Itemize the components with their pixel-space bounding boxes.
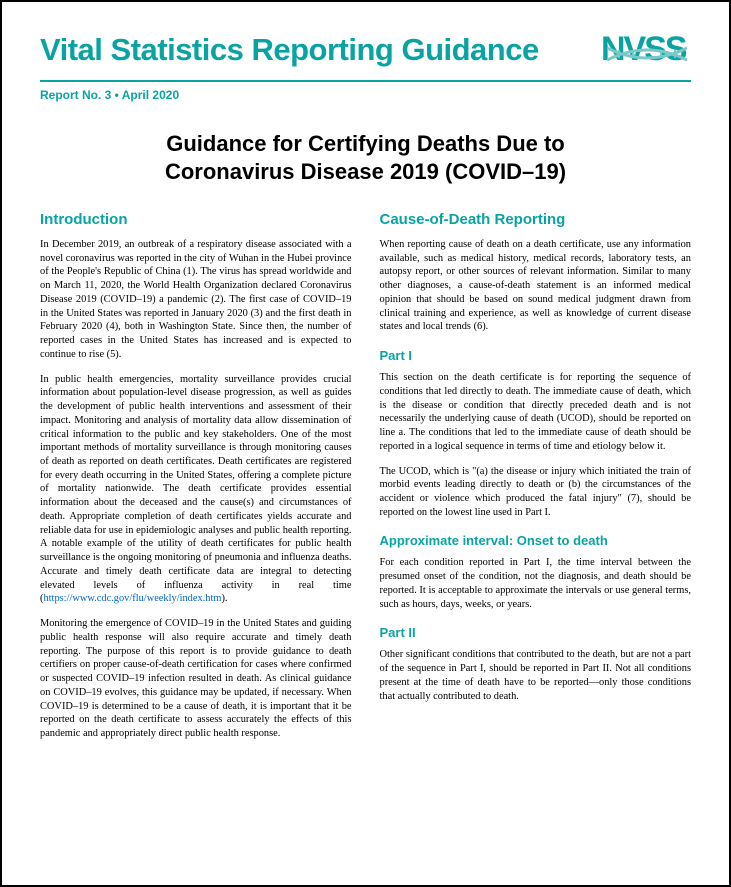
header-bar: Vital Statistics Reporting Guidance NVSS (40, 32, 691, 82)
intro-paragraph-3: Monitoring the emergence of COVID–19 in … (40, 617, 352, 741)
intro-paragraph-1: In December 2019, an outbreak of a respi… (40, 238, 352, 362)
document-title: Guidance for Certifying Deaths Due to Co… (40, 130, 691, 185)
intro-p2-text-a: In public health emergencies, mortality … (40, 374, 352, 605)
intro-paragraph-2: In public health emergencies, mortality … (40, 373, 352, 606)
part2-paragraph-1: Other significant conditions that contri… (380, 648, 692, 703)
cause-of-death-heading: Cause-of-Death Reporting (380, 211, 692, 228)
part1-heading: Part I (380, 348, 692, 363)
cdc-flu-link[interactable]: https://www.cdc.gov/flu/weekly/index.htm (43, 593, 221, 604)
cod-paragraph-1: When reporting cause of death on a death… (380, 238, 692, 334)
masthead-title: Vital Statistics Reporting Guidance (40, 32, 539, 68)
issue-line: Report No. 3 • April 2020 (40, 88, 691, 102)
title-line-1: Guidance for Certifying Deaths Due to (40, 130, 691, 158)
two-column-layout: Introduction In December 2019, an outbre… (40, 211, 691, 752)
nvss-logo: NVSS (601, 32, 691, 78)
introduction-heading: Introduction (40, 211, 352, 228)
title-line-2: Coronavirus Disease 2019 (COVID–19) (40, 158, 691, 186)
right-column: Cause-of-Death Reporting When reporting … (380, 211, 692, 752)
approx-paragraph-1: For each condition reported in Part I, t… (380, 556, 692, 611)
left-column: Introduction In December 2019, an outbre… (40, 211, 352, 752)
part2-heading: Part II (380, 625, 692, 640)
nvss-logo-text: NVSS (601, 30, 686, 69)
part1-paragraph-2: The UCOD, which is "(a) the disease or i… (380, 465, 692, 520)
part1-paragraph-1: This section on the death certificate is… (380, 371, 692, 453)
approx-interval-heading: Approximate interval: Onset to death (380, 533, 692, 548)
intro-p2-text-b: ). (221, 593, 227, 604)
